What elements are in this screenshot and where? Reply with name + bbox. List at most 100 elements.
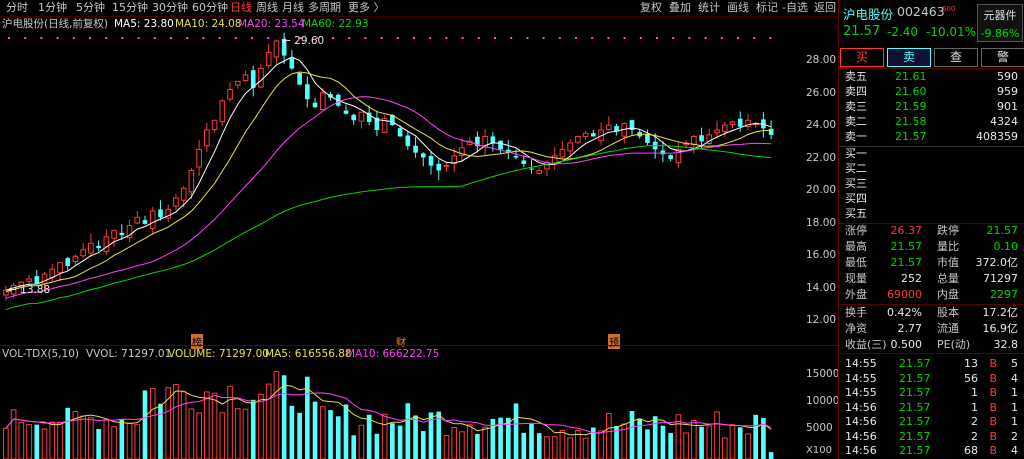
price-tick: 12.00 — [806, 314, 837, 326]
sector-button[interactable]: 元器件 -9.86% — [977, 4, 1023, 42]
tab-weekly[interactable]: 周线 — [256, 1, 278, 14]
signal-dot — [315, 37, 318, 39]
tab-60min[interactable]: 60分钟 — [192, 1, 228, 14]
tick-side: B — [989, 444, 997, 457]
stat-label: 外盘 — [845, 288, 867, 301]
buy-button[interactable]: 买 — [840, 48, 884, 67]
volume-bar — [305, 376, 310, 459]
volume-bar — [80, 415, 86, 459]
fund-label: 股本 — [937, 306, 959, 319]
candle-body — [374, 117, 380, 130]
ask-row[interactable]: 卖二 21.58 4324 — [839, 114, 1024, 130]
tick-count: 1 — [1011, 400, 1018, 414]
candle-body — [729, 121, 736, 125]
signal-dot — [720, 37, 723, 39]
volume-bar — [768, 452, 774, 459]
bid-row[interactable]: 买五 — [839, 206, 1024, 222]
fuquan-button[interactable]: 复权 — [640, 1, 662, 14]
tab-multi-period[interactable]: 多周期 — [308, 1, 341, 14]
tick-side: B — [989, 429, 997, 443]
vol-indicator-title[interactable]: VOL-TDX(5,10) — [2, 348, 80, 360]
candle-body — [591, 133, 596, 137]
watchlist-button[interactable]: -自选 — [782, 1, 808, 14]
query-button[interactable]: 查 — [934, 48, 978, 67]
vol-tick: 15000 — [806, 368, 840, 380]
volume-bar — [381, 413, 388, 459]
stock-code-suffix: 500 — [942, 5, 956, 13]
vol-ma5-line — [5, 384, 772, 436]
stat-label: 量比 — [937, 240, 959, 253]
period-toolbar: 分时 1分钟 5分钟 15分钟 30分钟 60分钟 日线 周线 月线 多周期 更… — [0, 0, 838, 17]
bid-row[interactable]: 买四 — [839, 191, 1024, 207]
volume-chart[interactable] — [0, 360, 800, 459]
vol-ma10-legend: MA10: 666222.75 — [346, 348, 440, 360]
tab-daily[interactable]: 日线 — [230, 1, 252, 14]
candle-body — [390, 114, 395, 126]
tab-monthly[interactable]: 月线 — [282, 1, 304, 14]
volume-bar — [173, 383, 179, 459]
candle-body — [234, 80, 241, 86]
candle-body — [559, 148, 566, 158]
tab-30min[interactable]: 30分钟 — [152, 1, 188, 14]
ask-row[interactable]: 卖五 21.61 590 — [839, 69, 1024, 85]
alert-button[interactable]: 警 — [981, 48, 1024, 67]
signal-dot — [105, 37, 108, 39]
ask-label: 卖一 — [845, 130, 867, 143]
stock-name: 沪电股份 — [843, 7, 894, 22]
volume-bar — [3, 427, 9, 459]
event-marker-bang[interactable]: 榜 — [191, 334, 203, 349]
ask-row[interactable]: 卖三 21.59 901 — [839, 99, 1024, 115]
tab-15min[interactable]: 15分钟 — [112, 1, 148, 14]
candle-body — [57, 262, 63, 273]
ask-row[interactable]: 卖四 21.60 959 — [839, 84, 1024, 100]
mark-button[interactable]: 标记 — [756, 1, 778, 14]
stat-label: 现量 — [845, 272, 867, 285]
candlestick-chart[interactable] — [0, 32, 800, 342]
candle-body — [65, 258, 71, 266]
tab-fenshi[interactable]: 分时 — [6, 1, 28, 14]
draw-line-button[interactable]: 画线 — [727, 1, 749, 14]
fund-value: 0.500 — [890, 338, 923, 351]
tab-5min[interactable]: 5分钟 — [76, 1, 105, 14]
tick-volume: 68 — [964, 444, 978, 457]
tick-time: 14:56 — [845, 444, 877, 457]
ask-row[interactable]: 卖一 21.57 408359 — [839, 129, 1024, 145]
candle-body — [721, 124, 728, 133]
volume-bar — [706, 425, 713, 459]
divider — [0, 345, 838, 346]
candle-body — [505, 149, 511, 153]
price-tick: 16.00 — [806, 249, 837, 261]
candle-body — [142, 220, 148, 224]
volume-bar — [312, 401, 318, 459]
sell-button[interactable]: 卖 — [887, 48, 931, 67]
volume-bar — [273, 371, 280, 459]
stats-button[interactable]: 统计 — [698, 1, 720, 14]
bid-row[interactable]: 买二 — [839, 161, 1024, 177]
bid-row[interactable]: 买三 — [839, 176, 1024, 192]
candle-body — [544, 161, 550, 170]
back-button[interactable]: 返回 — [814, 1, 836, 14]
signal-dot — [299, 37, 302, 39]
candle-body — [436, 163, 442, 171]
volume-bar — [513, 403, 519, 459]
candle-body — [227, 89, 233, 100]
tab-more[interactable]: 更多 〉 — [348, 1, 385, 14]
volume-bar — [451, 427, 458, 459]
volume-bar — [126, 422, 133, 459]
volume-bar — [544, 436, 550, 459]
volume-bar — [575, 429, 581, 459]
volume-bar — [668, 433, 673, 459]
overlay-button[interactable]: 叠加 — [669, 1, 691, 14]
tick-count: 5 — [1011, 357, 1018, 370]
volume-legend: VOLUME: 71297.00 — [168, 348, 269, 360]
volume-bar — [242, 408, 249, 459]
signal-dot — [672, 37, 675, 39]
tick-row: 14:56 21.57 2 B 1 — [839, 414, 1024, 430]
last-price: 21.57 — [843, 24, 881, 39]
volume-bar — [281, 375, 287, 459]
event-marker-cai[interactable]: 财 — [396, 338, 406, 349]
bid-row[interactable]: 买一 — [839, 146, 1024, 162]
signal-dot — [40, 37, 43, 39]
tab-1min[interactable]: 1分钟 — [38, 1, 67, 14]
event-marker-yu[interactable]: 预 — [608, 334, 620, 349]
